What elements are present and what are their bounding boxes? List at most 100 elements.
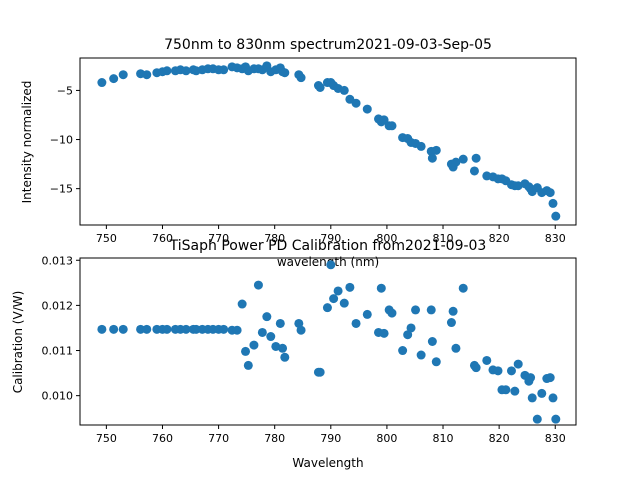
calibration-chart-point [241,346,251,356]
spectrum-chart-point [315,82,325,92]
spectrum-chart-x-tick-label: 790 [320,232,341,245]
calibration-chart-points [97,260,561,424]
spectrum-chart-y-tick-label: −15 [50,183,73,196]
calibration-chart-y-tick-label: 0.010 [42,390,74,403]
calibration-chart-point [446,318,456,328]
calibration-chart-point [329,294,339,304]
calibration-chart-point [526,373,536,383]
spectrum-chart-point [142,70,152,80]
calibration-chart-point [280,352,290,362]
spectrum-chart-point [458,154,468,164]
calibration-chart-point [416,350,426,360]
spectrum-chart-x-tick-label: 780 [264,232,285,245]
spectrum-chart-x-tick-label: 820 [489,232,510,245]
spectrum-chart-x-tick-label: 750 [96,232,117,245]
calibration-chart-point [322,303,332,313]
spectrum-chart-y-tick-label: −5 [57,84,73,97]
calibration-chart-x-tick-label: 800 [376,432,397,445]
spectrum-chart-title: 750nm to 830nm spectrum2021-09-03-Sep-05 [164,37,492,53]
calibration-chart-point [362,309,372,319]
calibration-chart-point [296,325,306,335]
calibration-chart-point [294,318,304,328]
calibration-chart-x-label: Wavelength [292,456,363,470]
calibration-chart-point [448,306,458,316]
calibration-chart-point [339,298,349,308]
calibration-chart-point [471,363,481,373]
calibration-chart-x-tick-label: 780 [264,432,285,445]
calibration-chart-point [237,299,247,309]
calibration-chart-point [493,366,503,376]
spectrum-chart-x-tick-label: 760 [152,232,173,245]
spectrum-chart-point [471,153,481,163]
calibration-chart-point [398,346,408,356]
spectrum-chart-y-label: Intensity normalized [20,81,34,204]
calibration-chart-point [326,260,336,270]
calibration-chart-point [351,318,361,328]
spectrum-chart-x-tick-label: 830 [545,232,566,245]
spectrum-chart-x-tick-label: 770 [208,232,229,245]
calibration-chart-point [527,393,537,403]
calibration-chart-point [219,324,229,334]
spectrum-chart-y-tick-label: −10 [50,134,73,147]
calibration-chart: TiSaph Power PD Calibration from2021-09-… [11,238,577,470]
calibration-chart-point [387,308,397,318]
calibration-chart-point [249,340,259,350]
spectrum-chart-frame [79,57,577,226]
calibration-chart-point [271,341,281,351]
spectrum-chart-point [379,115,389,125]
calibration-chart-point [451,343,461,353]
calibration-chart-y-label: Calibration (V/W) [11,291,25,394]
spectrum-chart-point [97,78,107,88]
calibration-chart-y-tick-label: 0.013 [42,254,74,267]
spectrum-chart-point [351,98,361,108]
calibration-chart-point [333,286,343,296]
calibration-chart-y-tick-label: 0.011 [42,345,74,358]
calibration-chart-point [181,324,191,334]
calibration-chart-point [426,305,436,315]
calibration-chart-point [532,414,542,424]
spectrum-chart-points [97,61,561,221]
spectrum-chart-point [219,65,229,75]
calibration-chart-point [406,323,416,333]
calibration-chart-point [162,324,172,334]
calibration-chart-point [545,373,555,383]
calibration-chart-point [513,359,523,369]
calibration-chart-point [411,305,421,315]
spectrum-chart-point [451,157,461,167]
spectrum-chart-point [548,198,558,208]
spectrum-chart-ticks: 750 760 770 780 790 800 810 820 830 −15 −10 −5 [50,84,566,245]
spectrum-chart-point [181,66,191,76]
calibration-chart-point [278,343,288,353]
calibration-chart-point [506,366,516,376]
calibration-chart-point [262,312,272,322]
spectrum-chart-point [118,70,128,80]
spectrum-chart-point [296,73,306,83]
calibration-chart-point [191,324,201,334]
calibration-chart-point [118,324,128,334]
calibration-chart-point [551,414,561,424]
calibration-chart-x-tick-label: 790 [320,432,341,445]
calibration-chart-x-tick-label: 830 [545,432,566,445]
calibration-chart-point [458,283,468,293]
spectrum-chart-point [387,121,397,131]
calibration-chart-point [376,283,386,293]
calibration-chart-point [136,324,146,334]
calibration-chart-point [431,357,441,367]
spectrum-chart-point [362,104,372,114]
calibration-chart-point [482,355,492,365]
calibration-chart-point [253,280,263,290]
calibration-chart-title: TiSaph Power PD Calibration from2021-09-… [169,238,487,254]
calibration-chart-x-tick-label: 820 [489,432,510,445]
calibration-chart-point [510,386,520,396]
calibration-chart-x-tick-label: 760 [152,432,173,445]
spectrum-chart-point [162,66,172,76]
calibration-chart-point [345,282,355,292]
calibration-chart-x-tick-label: 770 [208,432,229,445]
spectrum-chart-point [339,85,349,95]
calibration-chart-frame [79,257,577,426]
calibration-chart-point [275,318,285,328]
spectrum-chart-point [416,141,426,151]
calibration-chart-point [403,330,413,340]
calibration-chart-y-tick-label: 0.012 [42,299,74,312]
